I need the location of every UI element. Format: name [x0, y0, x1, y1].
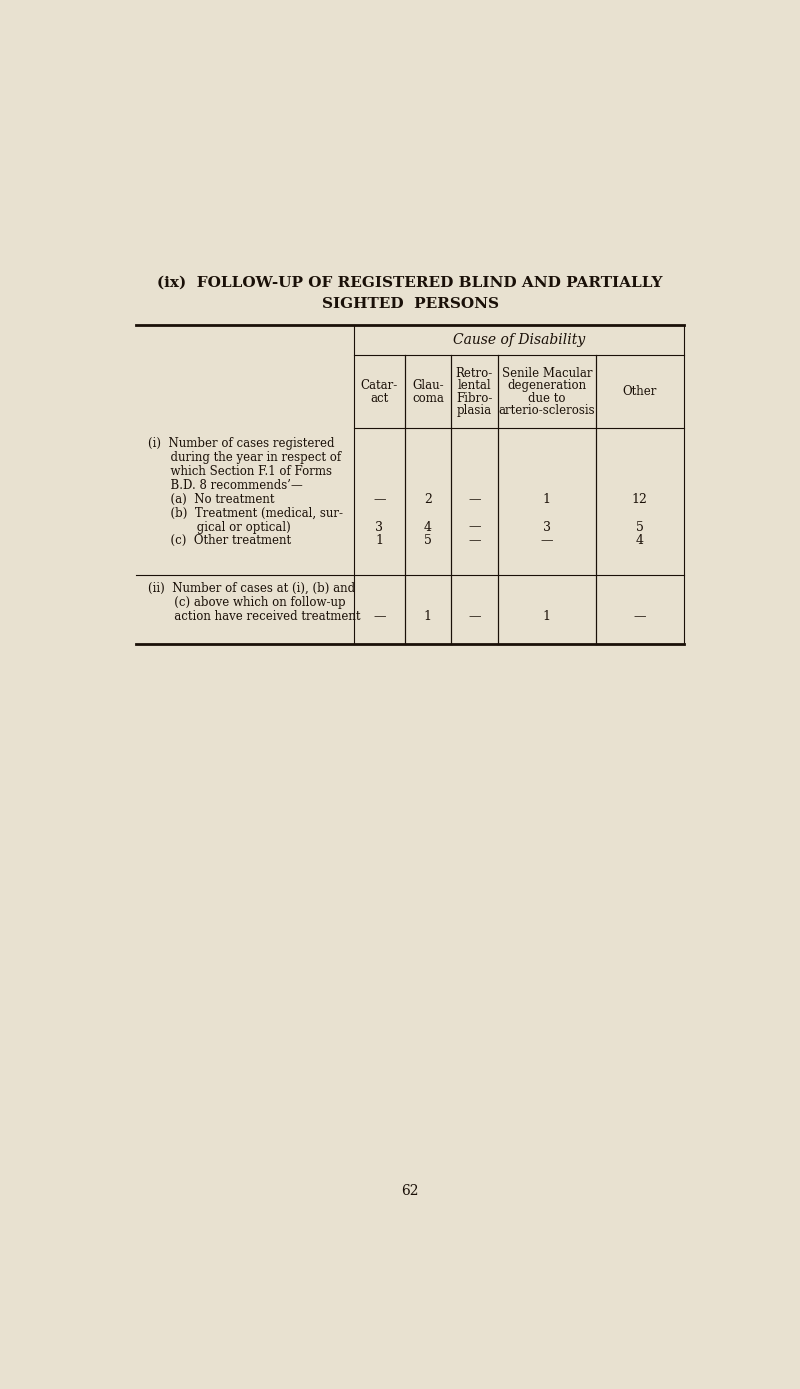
Text: lental: lental: [458, 379, 491, 392]
Text: —: —: [468, 610, 481, 622]
Text: 12: 12: [632, 493, 648, 506]
Text: degeneration: degeneration: [507, 379, 586, 392]
Text: —: —: [468, 493, 481, 506]
Text: (ix)  FOLLOW-UP OF REGISTERED BLIND AND PARTIALLY: (ix) FOLLOW-UP OF REGISTERED BLIND AND P…: [158, 275, 662, 289]
Text: arterio-sclerosis: arterio-sclerosis: [498, 404, 595, 417]
Text: Catar-: Catar-: [361, 379, 398, 392]
Text: —: —: [468, 535, 481, 547]
Text: Other: Other: [622, 385, 657, 399]
Text: —: —: [468, 521, 481, 533]
Text: (a)  No treatment: (a) No treatment: [148, 493, 274, 506]
Text: —: —: [634, 610, 646, 622]
Text: act: act: [370, 392, 389, 404]
Text: during the year in respect of: during the year in respect of: [148, 451, 341, 464]
Text: Glau-: Glau-: [412, 379, 444, 392]
Text: coma: coma: [412, 392, 444, 404]
Text: Senile Macular: Senile Macular: [502, 367, 592, 381]
Text: which Section F.1 of Forms: which Section F.1 of Forms: [148, 465, 332, 478]
Text: 4: 4: [636, 535, 644, 547]
Text: —: —: [373, 493, 386, 506]
Text: (i)  Number of cases registered: (i) Number of cases registered: [148, 438, 334, 450]
Text: 4: 4: [424, 521, 432, 533]
Text: 1: 1: [424, 610, 432, 622]
Text: 1: 1: [542, 493, 550, 506]
Text: Fibro-: Fibro-: [456, 392, 493, 404]
Text: 5: 5: [424, 535, 432, 547]
Text: B.D. 8 recommends’—: B.D. 8 recommends’—: [148, 479, 302, 492]
Text: Retro-: Retro-: [456, 367, 493, 381]
Text: 3: 3: [375, 521, 383, 533]
Text: Cause of Disability: Cause of Disability: [453, 333, 585, 347]
Text: (b)  Treatment (medical, sur-: (b) Treatment (medical, sur-: [148, 507, 343, 519]
Text: 3: 3: [542, 521, 550, 533]
Text: (c) above which on follow-up: (c) above which on follow-up: [148, 596, 346, 608]
Text: 2: 2: [424, 493, 432, 506]
Text: 1: 1: [375, 535, 383, 547]
Text: (ii)  Number of cases at (i), (b) and: (ii) Number of cases at (i), (b) and: [148, 582, 355, 594]
Text: SIGHTED  PERSONS: SIGHTED PERSONS: [322, 297, 498, 311]
Text: —: —: [373, 610, 386, 622]
Text: 5: 5: [636, 521, 644, 533]
Text: action have received treatment: action have received treatment: [148, 610, 361, 622]
Text: (c)  Other treatment: (c) Other treatment: [148, 535, 291, 547]
Text: 62: 62: [402, 1183, 418, 1197]
Text: —: —: [541, 535, 553, 547]
Text: plasia: plasia: [457, 404, 492, 417]
Text: gical or optical): gical or optical): [148, 521, 291, 533]
Text: 1: 1: [542, 610, 550, 622]
Text: due to: due to: [528, 392, 566, 404]
